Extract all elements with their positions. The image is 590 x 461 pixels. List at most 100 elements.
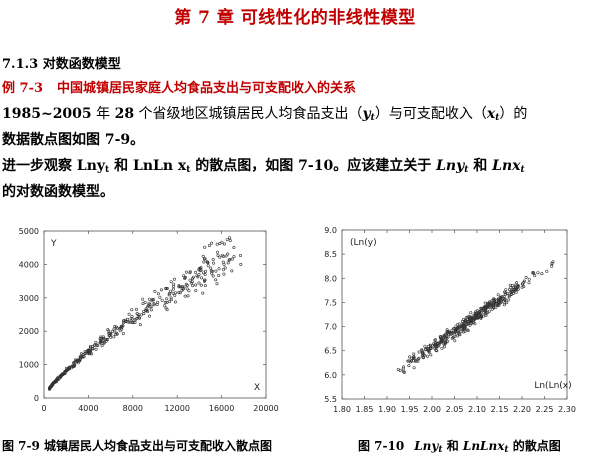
data-point xyxy=(438,336,442,340)
data-point xyxy=(215,242,219,246)
data-point xyxy=(168,300,172,304)
data-point xyxy=(536,271,540,275)
x-tick-label: 1.90 xyxy=(378,405,396,414)
data-point xyxy=(130,308,134,312)
data-point xyxy=(456,325,460,329)
x-axis-label: X xyxy=(254,383,260,393)
data-point xyxy=(124,318,128,322)
x-tick-label: 0 xyxy=(41,404,46,413)
data-point xyxy=(466,329,470,333)
data-point xyxy=(112,327,116,331)
data-point xyxy=(469,311,473,315)
data-point xyxy=(203,245,207,249)
data-point xyxy=(131,317,135,321)
data-point xyxy=(230,257,234,261)
data-point xyxy=(185,287,189,291)
x-tick-label: 2.10 xyxy=(468,405,486,414)
data-point xyxy=(165,308,169,312)
data-point xyxy=(167,292,171,296)
data-point xyxy=(136,314,140,318)
data-point xyxy=(204,269,208,273)
data-point xyxy=(540,272,544,276)
data-point xyxy=(444,341,448,345)
data-point xyxy=(467,314,471,318)
data-point xyxy=(169,296,173,300)
data-point xyxy=(61,372,65,376)
data-point xyxy=(438,335,442,339)
data-point xyxy=(457,322,461,326)
data-point xyxy=(446,339,450,343)
data-point xyxy=(152,302,156,306)
data-point xyxy=(431,342,435,346)
data-point xyxy=(527,277,531,281)
data-point xyxy=(188,278,192,282)
data-point xyxy=(169,280,173,284)
data-point xyxy=(104,339,108,343)
section-heading: 7.1.3 对数函数模型 xyxy=(2,57,121,72)
data-point xyxy=(450,336,454,340)
data-point xyxy=(135,307,139,311)
data-point xyxy=(502,290,506,294)
paragraph-2-line-2: 的对数函数模型。 xyxy=(2,184,114,200)
example-heading: 例 7-3 中国城镇居民家庭人均食品支出与可支配收入的关系 xyxy=(2,77,356,96)
data-point xyxy=(410,356,414,360)
data-point xyxy=(207,244,211,248)
data-point xyxy=(139,313,143,317)
data-point xyxy=(202,271,206,275)
data-point xyxy=(506,298,510,302)
data-point xyxy=(398,369,402,373)
x-tick-label: 1.80 xyxy=(333,405,351,414)
data-point xyxy=(115,331,119,335)
data-point xyxy=(63,369,67,373)
data-point xyxy=(169,298,173,302)
data-point xyxy=(98,341,102,345)
data-point xyxy=(493,301,497,305)
data-point xyxy=(429,353,433,357)
data-point xyxy=(454,328,458,332)
data-point xyxy=(143,301,147,305)
data-point xyxy=(224,254,228,258)
data-point xyxy=(504,288,508,292)
data-point xyxy=(458,333,462,337)
data-point xyxy=(442,345,446,349)
y-tick-label: 8.0 xyxy=(324,274,337,283)
data-point xyxy=(492,306,496,310)
data-point xyxy=(138,323,142,327)
data-point xyxy=(218,242,222,246)
data-point xyxy=(172,284,176,288)
data-point xyxy=(133,320,137,324)
data-point xyxy=(201,291,205,295)
data-point xyxy=(496,302,500,306)
x-tick-label: 2.15 xyxy=(491,405,509,414)
data-point xyxy=(502,303,506,307)
data-point xyxy=(186,294,190,298)
data-point xyxy=(177,284,181,288)
data-point xyxy=(226,261,230,265)
data-point xyxy=(191,275,195,279)
data-point xyxy=(220,253,224,257)
data-point xyxy=(106,337,110,341)
data-point xyxy=(163,300,167,304)
data-point xyxy=(167,293,171,297)
y-tick-label: 7.5 xyxy=(324,298,337,307)
data-point xyxy=(232,255,236,259)
data-point xyxy=(159,288,163,292)
data-point xyxy=(509,286,513,290)
data-point xyxy=(203,278,207,282)
data-point xyxy=(151,297,155,301)
data-point xyxy=(101,338,105,342)
data-point xyxy=(83,351,87,355)
data-point xyxy=(440,346,444,350)
data-point xyxy=(402,370,406,374)
data-point xyxy=(524,275,528,279)
data-point xyxy=(218,255,222,259)
data-point xyxy=(496,293,500,297)
data-point xyxy=(222,272,226,276)
data-point xyxy=(182,274,186,278)
y-tick-label: 2000 xyxy=(19,327,39,336)
y-tick-label: 5.5 xyxy=(324,395,337,404)
data-point xyxy=(55,378,59,382)
data-point xyxy=(438,340,442,344)
data-point xyxy=(464,318,468,322)
data-point xyxy=(410,359,414,363)
